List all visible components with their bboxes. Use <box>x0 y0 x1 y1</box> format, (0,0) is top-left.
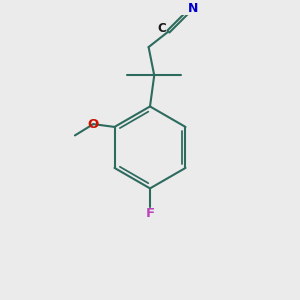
Text: C: C <box>158 22 167 35</box>
Text: O: O <box>88 118 99 130</box>
Text: N: N <box>188 2 198 15</box>
Text: F: F <box>146 207 154 220</box>
